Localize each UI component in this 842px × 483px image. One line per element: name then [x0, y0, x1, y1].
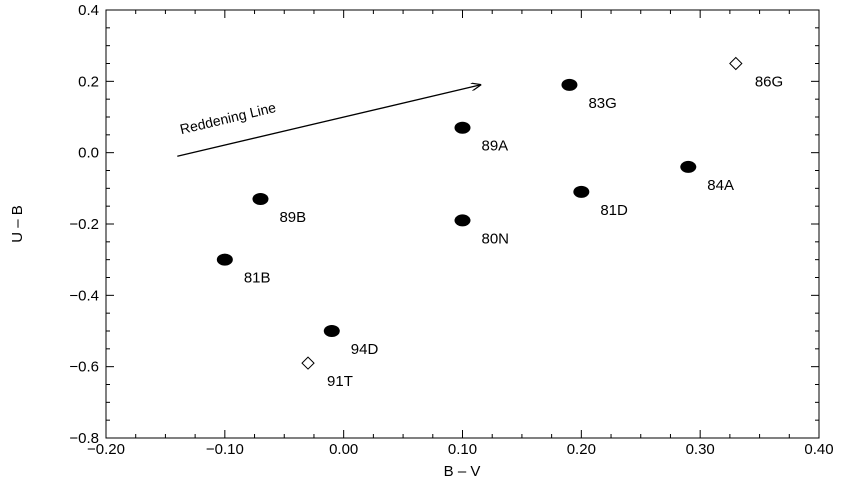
point-label-81b: 81B — [244, 270, 271, 287]
point-label-91t: 91T — [327, 373, 353, 390]
data-points: 83G 86G 89A 84A 81D 89B 80N 81B 94D 91T — [216, 56, 783, 390]
point-89a — [454, 121, 471, 134]
y-tick-label: −0.4 — [69, 287, 99, 304]
y-axis: −0.8 −0.6 −0.4 −0.2 0.0 0.2 0.4 — [69, 2, 819, 447]
point-84a — [680, 160, 697, 173]
x-tick-label: 0.10 — [448, 441, 477, 458]
y-tick-label: 0.2 — [78, 73, 99, 90]
point-91t — [301, 356, 315, 370]
x-tick-label: 0.30 — [686, 441, 715, 458]
point-label-94d: 94D — [351, 341, 379, 358]
point-label-89b: 89B — [279, 209, 306, 226]
point-label-89a: 89A — [482, 138, 509, 155]
x-tick-label: 0.00 — [329, 441, 358, 458]
point-81d — [573, 185, 590, 198]
point-86g — [729, 56, 743, 71]
x-axis-label: B – V — [444, 463, 481, 480]
point-label-83g: 83G — [588, 95, 616, 112]
point-80n — [454, 214, 471, 227]
point-label-86g: 86G — [755, 74, 783, 91]
point-94d — [323, 325, 340, 337]
point-label-81d: 81D — [600, 202, 628, 219]
point-label-80n: 80N — [482, 230, 510, 247]
x-tick-label: −0.20 — [87, 441, 125, 458]
reddening-line-label: Reddening Line — [178, 99, 277, 137]
point-83g — [561, 78, 578, 91]
reddening-annotation: Reddening Line — [177, 85, 480, 157]
reddening-arrow — [177, 85, 480, 157]
y-tick-label: −0.2 — [69, 216, 99, 233]
y-axis-label: U – B — [9, 205, 26, 243]
x-tick-label: −0.10 — [206, 441, 244, 458]
y-tick-label: 0.0 — [78, 145, 99, 162]
point-81b — [216, 253, 233, 266]
x-tick-label: 0.40 — [804, 441, 833, 458]
point-label-84a: 84A — [707, 177, 734, 194]
y-tick-label: 0.4 — [78, 2, 99, 19]
y-tick-label: −0.6 — [69, 359, 99, 376]
x-axis: −0.20 −0.10 0.00 0.10 0.20 0.30 0.40 — [87, 10, 834, 458]
y-tick-label: −0.8 — [69, 430, 99, 447]
x-tick-label: 0.20 — [567, 441, 596, 458]
point-89b — [252, 193, 269, 206]
